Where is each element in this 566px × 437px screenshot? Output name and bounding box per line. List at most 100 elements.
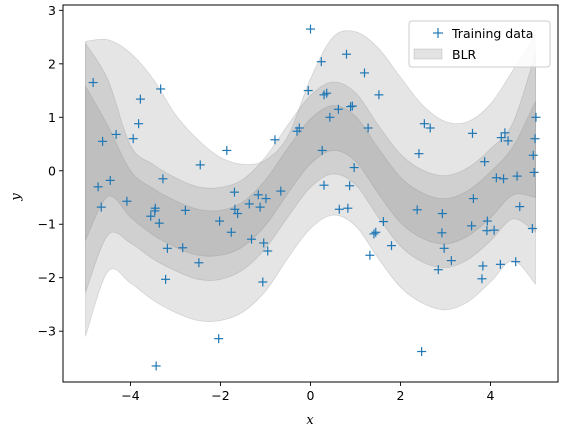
y-tick-label: −3: [38, 324, 56, 339]
data-point: [387, 241, 396, 251]
data-point: [135, 94, 145, 104]
data-point: [349, 163, 359, 173]
data-point: [162, 243, 172, 253]
data-point: [111, 129, 121, 139]
data-point: [122, 196, 132, 206]
data-point: [491, 173, 501, 183]
data-point: [446, 256, 456, 266]
legend: Training data BLR: [408, 20, 551, 68]
y-axis-ticks: −3 −2 −1 0 1 2 3: [38, 3, 63, 339]
training-data-points: [88, 24, 541, 371]
data-point: [343, 203, 353, 213]
data-point: [98, 136, 108, 146]
data-point: [325, 112, 335, 122]
data-point: [233, 209, 243, 219]
data-point: [222, 145, 232, 155]
data-point: [276, 186, 286, 196]
data-point: [306, 24, 315, 34]
data-point: [371, 227, 381, 237]
data-point: [345, 181, 355, 191]
data-point: [467, 221, 477, 231]
data-point: [528, 150, 538, 160]
data-point: [316, 57, 326, 67]
data-point: [511, 257, 521, 267]
data-point: [258, 277, 268, 287]
data-point: [369, 229, 379, 239]
data-point: [128, 134, 138, 144]
data-point: [480, 157, 490, 167]
data-point: [530, 134, 540, 144]
legend-box: [408, 20, 551, 68]
blr-band-1sd: [85, 84, 536, 257]
data-point: [96, 202, 106, 212]
data-point: [151, 361, 161, 371]
data-point: [412, 205, 422, 215]
x-tick-label: 4: [487, 388, 495, 403]
y-tick-label: −1: [38, 217, 56, 232]
data-point: [88, 78, 98, 88]
legend-swatch-blr: [413, 48, 443, 60]
data-point: [378, 217, 388, 227]
data-point: [263, 246, 273, 256]
data-point: [333, 104, 343, 114]
data-point: [317, 145, 327, 155]
data-point: [303, 86, 313, 96]
x-tick-label: 2: [397, 388, 405, 403]
y-tick-label: 2: [48, 56, 56, 71]
data-point: [489, 225, 499, 235]
data-point: [294, 123, 304, 133]
data-point: [134, 119, 144, 129]
data-point: [503, 136, 513, 146]
x-tick-label: −4: [121, 388, 139, 403]
data-point: [319, 180, 329, 190]
data-point: [512, 171, 522, 181]
data-point: [500, 128, 510, 138]
data-point: [229, 187, 239, 197]
data-point: [478, 261, 488, 271]
data-point: [482, 216, 492, 226]
data-point: [342, 49, 351, 59]
data-point: [161, 274, 171, 284]
data-point: [468, 194, 478, 204]
data-point: [499, 174, 509, 184]
data-point: [417, 347, 427, 357]
data-point: [334, 204, 344, 214]
data-point: [194, 258, 204, 268]
blr-band-3sd: [85, 30, 536, 337]
data-point: [515, 202, 525, 212]
data-point: [253, 190, 263, 200]
data-point: [146, 211, 156, 221]
data-point: [529, 167, 539, 177]
data-point: [468, 128, 477, 138]
y-tick-label: −2: [38, 270, 56, 285]
data-point: [365, 250, 375, 260]
data-point: [347, 101, 357, 111]
data-point: [425, 123, 435, 133]
data-point: [195, 160, 205, 170]
legend-marker-training-data: [433, 28, 443, 38]
legend-label-training-data: Training data: [451, 26, 533, 41]
legend-label-blr: BLR: [452, 47, 477, 62]
y-tick-label: 3: [48, 3, 56, 18]
data-point: [527, 224, 537, 234]
data-point: [180, 205, 190, 215]
x-axis-label: x: [306, 413, 314, 428]
data-point: [259, 238, 269, 248]
data-point: [437, 209, 447, 219]
data-point: [419, 119, 429, 129]
data-point: [214, 334, 224, 344]
x-axis-ticks: −4 −2 0 2 4: [121, 382, 495, 403]
data-point: [244, 199, 254, 209]
data-point: [247, 234, 257, 244]
blr-uncertainty-bands: [85, 30, 536, 337]
data-point: [156, 84, 166, 94]
data-point: [477, 274, 487, 284]
data-point: [154, 218, 164, 228]
y-axis-label: y: [9, 193, 24, 202]
x-tick-label: 0: [307, 388, 315, 403]
data-point: [105, 175, 115, 185]
data-point: [93, 182, 103, 192]
data-point: [360, 68, 369, 78]
data-point: [496, 133, 506, 143]
